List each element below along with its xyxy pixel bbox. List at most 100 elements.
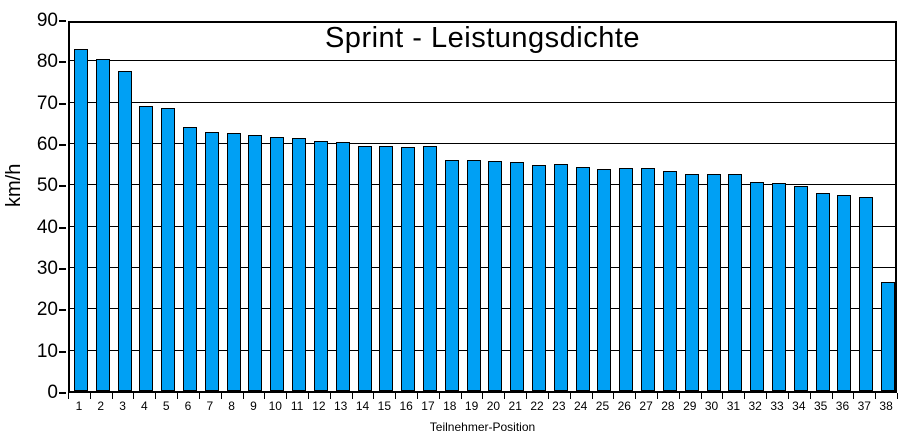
x-tick-label-31: 31: [726, 399, 741, 413]
bar-25: [597, 169, 611, 391]
bar-27: [641, 168, 655, 391]
x-tick-16: [417, 393, 418, 399]
bar-33: [772, 183, 786, 391]
x-tick-8: [243, 393, 244, 399]
bar-28: [663, 171, 677, 391]
x-tick-label-24: 24: [573, 399, 588, 413]
x-tick-4: [155, 393, 156, 399]
x-tick-label-7: 7: [206, 399, 214, 413]
x-tick-11: [308, 393, 309, 399]
bar-11: [292, 138, 306, 391]
chart-title: Sprint - Leistungsdichte: [324, 22, 641, 54]
bar-22: [532, 165, 546, 391]
bar-15: [379, 146, 393, 391]
y-tick-90: [59, 20, 66, 22]
x-tick-label-18: 18: [443, 399, 457, 413]
gridline-30: [70, 267, 895, 268]
x-tick-6: [199, 393, 200, 399]
bar-31: [728, 174, 742, 391]
x-tick-21: [526, 393, 527, 399]
x-tick-1: [90, 393, 91, 399]
y-tick-0: [59, 392, 66, 394]
x-tick-label-37: 37: [857, 399, 871, 413]
bar-5: [161, 108, 175, 391]
x-tick-label-14: 14: [355, 399, 370, 413]
x-tick-2: [112, 393, 113, 399]
x-tick-32: [766, 393, 767, 399]
x-tick-37: [875, 393, 876, 399]
gridline-70: [70, 101, 895, 103]
x-tick-label-21: 21: [508, 399, 522, 413]
bar-4: [139, 106, 153, 391]
bar-20: [488, 161, 502, 391]
x-tick-35: [832, 393, 833, 399]
x-tick-31: [744, 393, 745, 399]
y-tick-label-50: 50: [36, 175, 58, 197]
bar-16: [401, 147, 415, 391]
x-tick-9: [264, 393, 265, 399]
y-tick-label-10: 10: [36, 340, 58, 362]
x-axis-title: Teilnehmer-Position: [429, 420, 536, 434]
bar-12: [314, 141, 328, 391]
x-tick-14: [373, 393, 374, 399]
bar-34: [794, 186, 808, 391]
x-tick-label-11: 11: [290, 399, 304, 413]
x-tick-label-25: 25: [595, 399, 610, 413]
x-tick-23: [570, 393, 571, 399]
x-tick-0: [68, 393, 69, 399]
x-tick-label-17: 17: [421, 399, 435, 413]
bar-13: [336, 142, 350, 391]
x-tick-label-15: 15: [377, 399, 392, 413]
bar-8: [227, 133, 241, 391]
y-tick-label-60: 60: [36, 134, 58, 155]
y-tick-label-70: 70: [36, 92, 58, 114]
y-tick-80: [59, 61, 66, 64]
bar-32: [750, 182, 764, 391]
y-tick-10: [59, 350, 66, 353]
y-tick-label-80: 80: [36, 51, 58, 73]
bar-10: [270, 137, 284, 391]
gridline-80: [70, 60, 895, 62]
x-tick-label-8: 8: [228, 399, 235, 413]
x-tick-label-4: 4: [141, 399, 148, 413]
bar-3: [118, 71, 132, 391]
y-tick-label-20: 20: [36, 299, 58, 321]
bar-9: [248, 135, 262, 391]
x-tick-label-20: 20: [486, 399, 501, 413]
x-tick-label-10: 10: [268, 399, 282, 413]
x-tick-29: [701, 393, 702, 399]
x-tick-3: [133, 393, 134, 399]
x-tick-38: [897, 393, 898, 399]
bar-37: [859, 197, 873, 391]
x-tick-12: [330, 393, 331, 399]
bar-26: [619, 168, 633, 391]
bar-38: [881, 282, 895, 391]
x-tick-label-5: 5: [162, 399, 170, 413]
x-tick-label-30: 30: [704, 399, 719, 413]
x-tick-label-33: 33: [770, 399, 784, 413]
bar-7: [205, 132, 219, 391]
x-tick-25: [613, 393, 614, 399]
bar-6: [183, 127, 197, 391]
bar-29: [685, 174, 699, 391]
x-tick-34: [810, 393, 811, 399]
x-tick-26: [635, 393, 636, 399]
y-tick-40: [59, 226, 66, 229]
x-tick-18: [461, 393, 462, 399]
y-axis-title: km/h: [3, 163, 25, 207]
x-tick-label-12: 12: [312, 399, 326, 413]
x-tick-label-35: 35: [813, 399, 828, 413]
x-tick-label-29: 29: [683, 399, 697, 413]
bar-19: [467, 160, 481, 391]
gridline-20: [70, 308, 895, 310]
x-tick-5: [177, 393, 178, 399]
x-tick-label-1: 1: [75, 399, 83, 413]
gridline-40: [70, 225, 895, 227]
x-tick-label-28: 28: [661, 399, 675, 413]
bar-35: [816, 193, 830, 391]
gridline-10: [70, 349, 895, 351]
x-tick-30: [722, 393, 723, 399]
y-tick-30: [59, 268, 66, 270]
x-tick-27: [657, 393, 658, 399]
